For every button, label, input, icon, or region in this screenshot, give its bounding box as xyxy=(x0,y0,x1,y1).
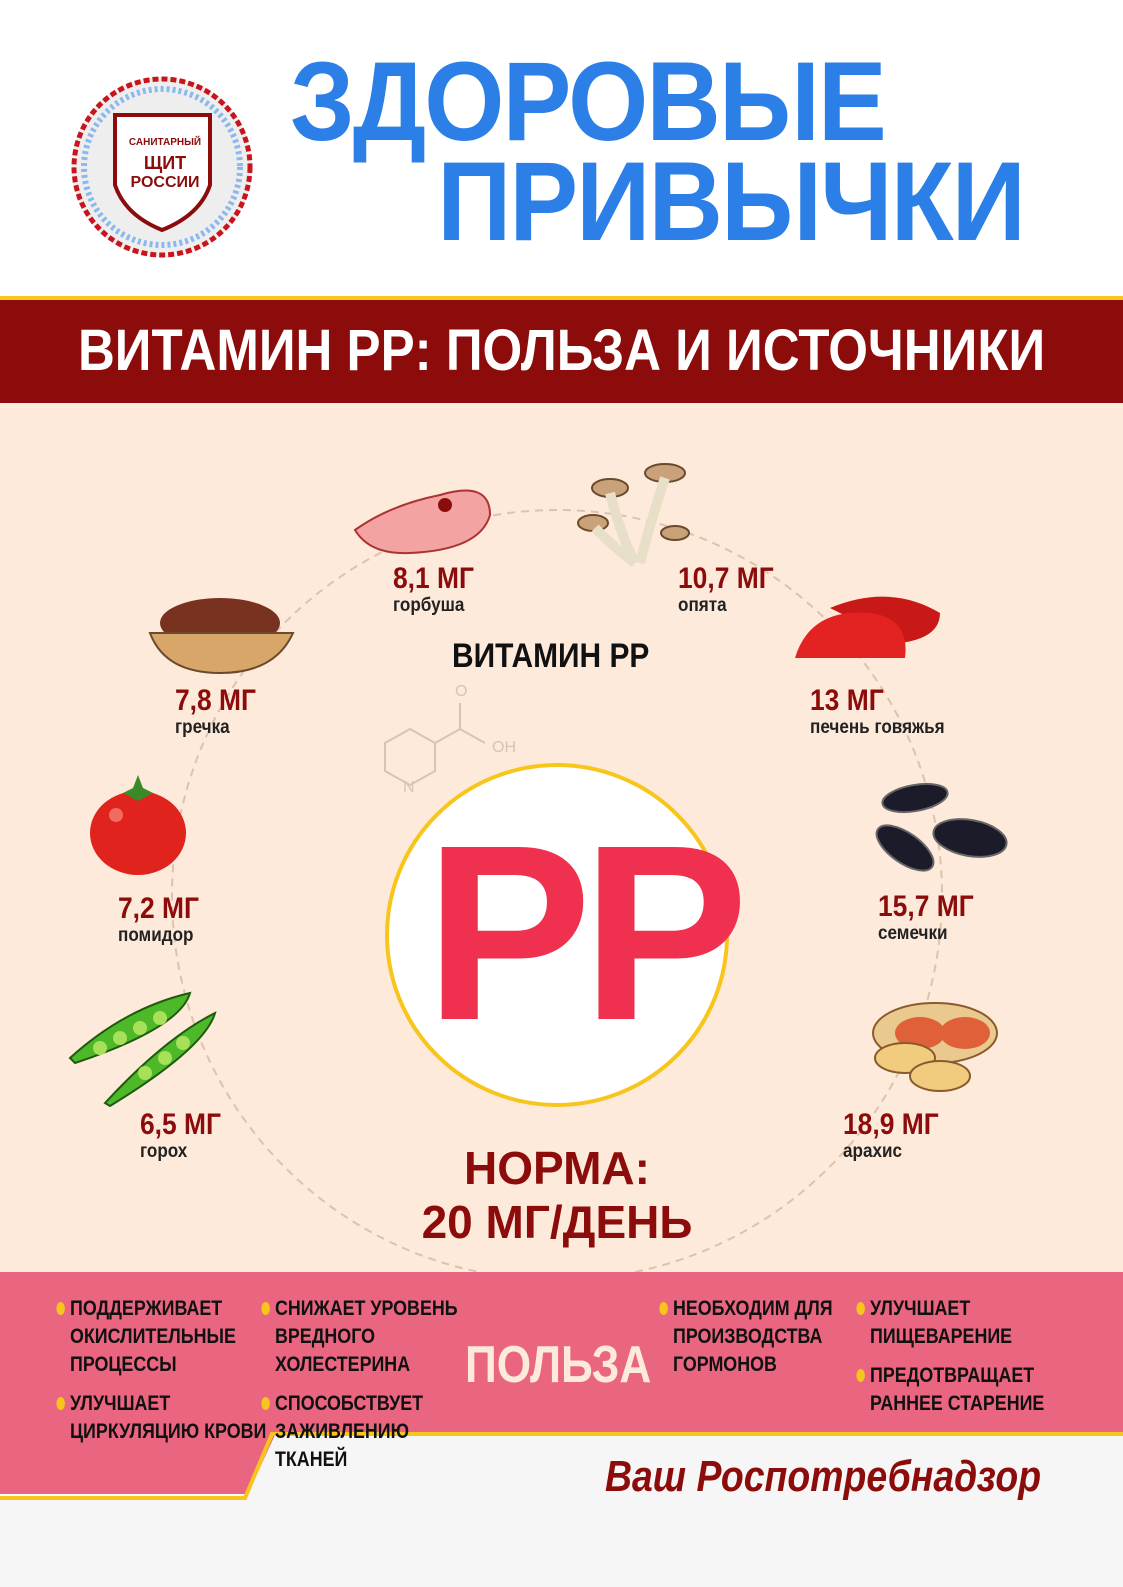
source-liver: 13 МГ печень говяжья xyxy=(810,685,960,739)
section-banner: ВИТАМИН PP: ПОЛЬЗА И ИСТОЧНИКИ xyxy=(0,296,1123,403)
norm-value: 20 МГ/ДЕНЬ xyxy=(421,1196,693,1248)
title-line-2: ПРИВЫЧКИ xyxy=(437,139,1026,264)
beef-liver-icon xyxy=(795,596,940,658)
benefit-item: ПРЕДОТВРАЩАЕТ РАННЕЕ СТАРЕНИЕ xyxy=(856,1362,1057,1418)
peanuts-icon xyxy=(872,1002,998,1092)
benefit-item: УЛУЧШАЕТ ЦИРКУЛЯЦИЮ КРОВИ xyxy=(56,1390,291,1446)
source-salmon: 8,1 МГ горбуша xyxy=(393,563,485,617)
mushrooms-icon xyxy=(577,463,690,568)
benefits-title: ПОЛЬЗА xyxy=(465,1336,652,1394)
source-name: помидор xyxy=(118,925,194,946)
source-value: 13 МГ xyxy=(810,684,884,717)
source-buckwheat: 7,8 МГ гречка xyxy=(175,685,267,739)
dashed-circle xyxy=(171,509,943,1273)
logo: САНИТАРНЫЙ ЩИТ РОССИИ xyxy=(70,75,255,260)
logo-text-2: ЩИТ xyxy=(143,153,187,173)
source-value: 18,9 МГ xyxy=(843,1108,939,1141)
source-value: 7,8 МГ xyxy=(175,684,257,717)
source-value: 15,7 МГ xyxy=(878,890,974,923)
source-value: 10,7 МГ xyxy=(678,562,774,595)
source-mushrooms: 10,7 МГ опята xyxy=(678,563,787,617)
peas-icon xyxy=(68,991,217,1108)
logo-text-3: РОССИИ xyxy=(130,174,200,191)
benefit-item: УЛУЧШАЕТ ПИЩЕВАРЕНИЕ xyxy=(856,1295,1023,1351)
tomato-icon xyxy=(90,775,186,875)
benefit-item: ПОДДЕРЖИВАЕТ ОКИСЛИТЕЛЬНЫЕ ПРОЦЕССЫ xyxy=(56,1295,291,1379)
source-value: 6,5 МГ xyxy=(140,1108,222,1141)
source-seeds: 15,7 МГ семечки xyxy=(878,891,987,945)
buckwheat-icon xyxy=(148,598,295,675)
benefit-item: СНИЖАЕТ УРОВЕНЬ ВРЕДНОГО ХОЛЕСТЕРИНА xyxy=(261,1295,462,1379)
formula-oh: OH xyxy=(492,739,516,756)
source-name: печень говяжья xyxy=(810,717,945,738)
formula-o: O xyxy=(455,683,468,700)
source-name: семечки xyxy=(878,923,948,944)
benefit-item: НЕОБХОДИМ ДЛЯ ПРОИЗВОДСТВА ГОРМОНОВ xyxy=(659,1295,835,1379)
source-name: опята xyxy=(678,595,727,616)
salmon-steak-icon xyxy=(353,489,492,555)
sources-section: O OH N ВИТАМИН PP PP НОРМА: 20 МГ/ДЕНЬ 8… xyxy=(0,403,1123,1273)
logo-text-1: САНИТАРНЫЙ xyxy=(128,137,202,148)
source-name: арахис xyxy=(843,1141,903,1162)
banner-text: ВИТАМИН PP: ПОЛЬЗА И ИСТОЧНИКИ xyxy=(77,318,1046,383)
source-value: 7,2 МГ xyxy=(118,892,200,925)
source-peanuts: 18,9 МГ арахис xyxy=(843,1109,952,1163)
source-peas: 6,5 МГ горох xyxy=(140,1109,232,1163)
nicotinic-acid-formula xyxy=(384,703,486,787)
source-value: 8,1 МГ xyxy=(393,562,475,595)
footer-background xyxy=(0,1432,1123,1587)
source-name: горбуша xyxy=(393,595,465,616)
source-name: гречка xyxy=(175,717,230,738)
benefit-item: СПОСОБСТВУЕТ ЗАЖИВЛЕНИЮ ТКАНЕЙ xyxy=(261,1390,428,1474)
norm-label: НОРМА: xyxy=(464,1142,650,1194)
signature: Ваш Роспотребнадзор xyxy=(605,1452,1042,1501)
vitamin-label: ВИТАМИН PP xyxy=(452,637,650,675)
formula-n: N xyxy=(403,779,415,796)
source-name: горох xyxy=(140,1141,188,1162)
sunflower-seeds-icon xyxy=(875,782,1008,872)
page-title: ЗДОРОВЫЕ ПРИВЫЧКИ xyxy=(290,39,1026,264)
pp-letters: PP xyxy=(425,793,749,1072)
norm: НОРМА: 20 МГ/ДЕНЬ xyxy=(357,1141,757,1249)
title-line-1: ЗДОРОВЫЕ xyxy=(290,39,887,164)
source-tomato: 7,2 МГ помидор xyxy=(118,893,210,947)
